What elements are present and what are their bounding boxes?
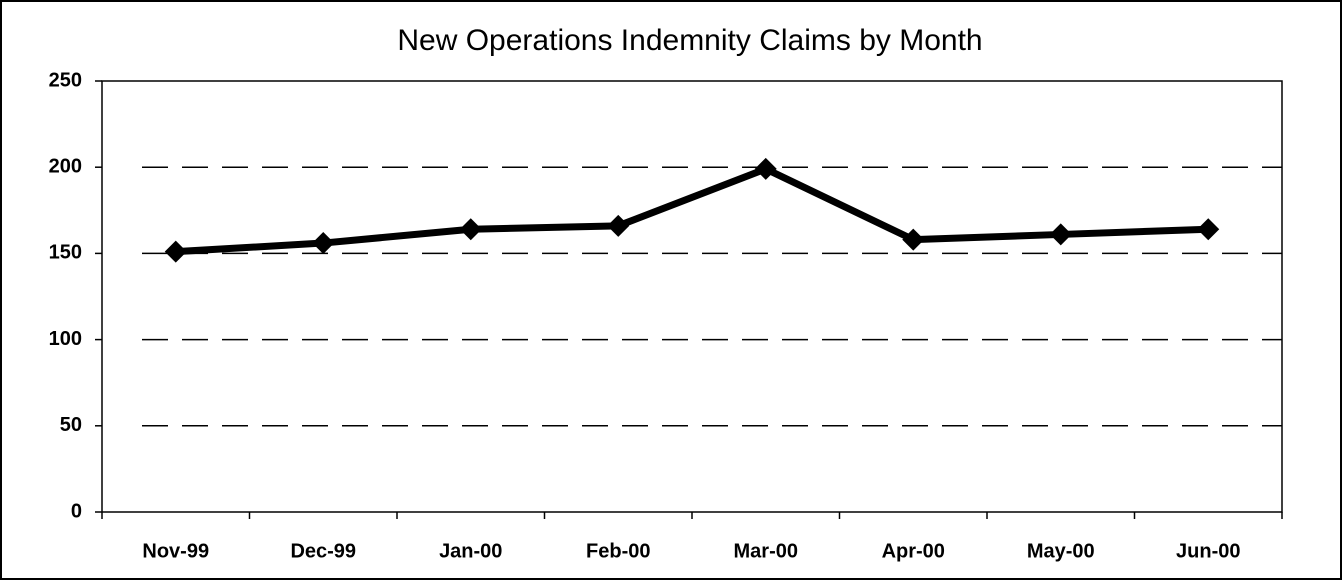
x-tick-label: Dec-99: [290, 540, 356, 562]
x-tick-label: Feb-00: [586, 540, 650, 562]
line: [175, 165, 1209, 256]
x-tick-label: Nov-99: [142, 540, 209, 562]
y-tick-label: 50: [60, 414, 82, 436]
marker: [754, 157, 777, 180]
marker: [164, 240, 187, 263]
chart-title: New Operations Indemnity Claims by Month: [397, 24, 982, 57]
y-tick-label: 250: [49, 69, 82, 91]
marker: [607, 214, 630, 237]
y-tick-label: 150: [49, 242, 82, 264]
x-tick-label: Apr-00: [882, 540, 945, 562]
y-tick-label: 200: [49, 155, 82, 177]
x-tick-label: Mar-00: [734, 540, 798, 562]
x-tick-label: Jun-00: [1176, 540, 1240, 562]
marker: [1197, 218, 1220, 241]
marker: [902, 228, 925, 251]
marker: [312, 232, 335, 255]
x-tick-label: May-00: [1027, 540, 1095, 562]
marker: [1049, 223, 1072, 246]
y-tick-label: 0: [71, 500, 82, 522]
marker: [459, 218, 482, 241]
x-tick-label: Jan-00: [439, 540, 502, 562]
y-tick-label: 100: [49, 328, 82, 350]
